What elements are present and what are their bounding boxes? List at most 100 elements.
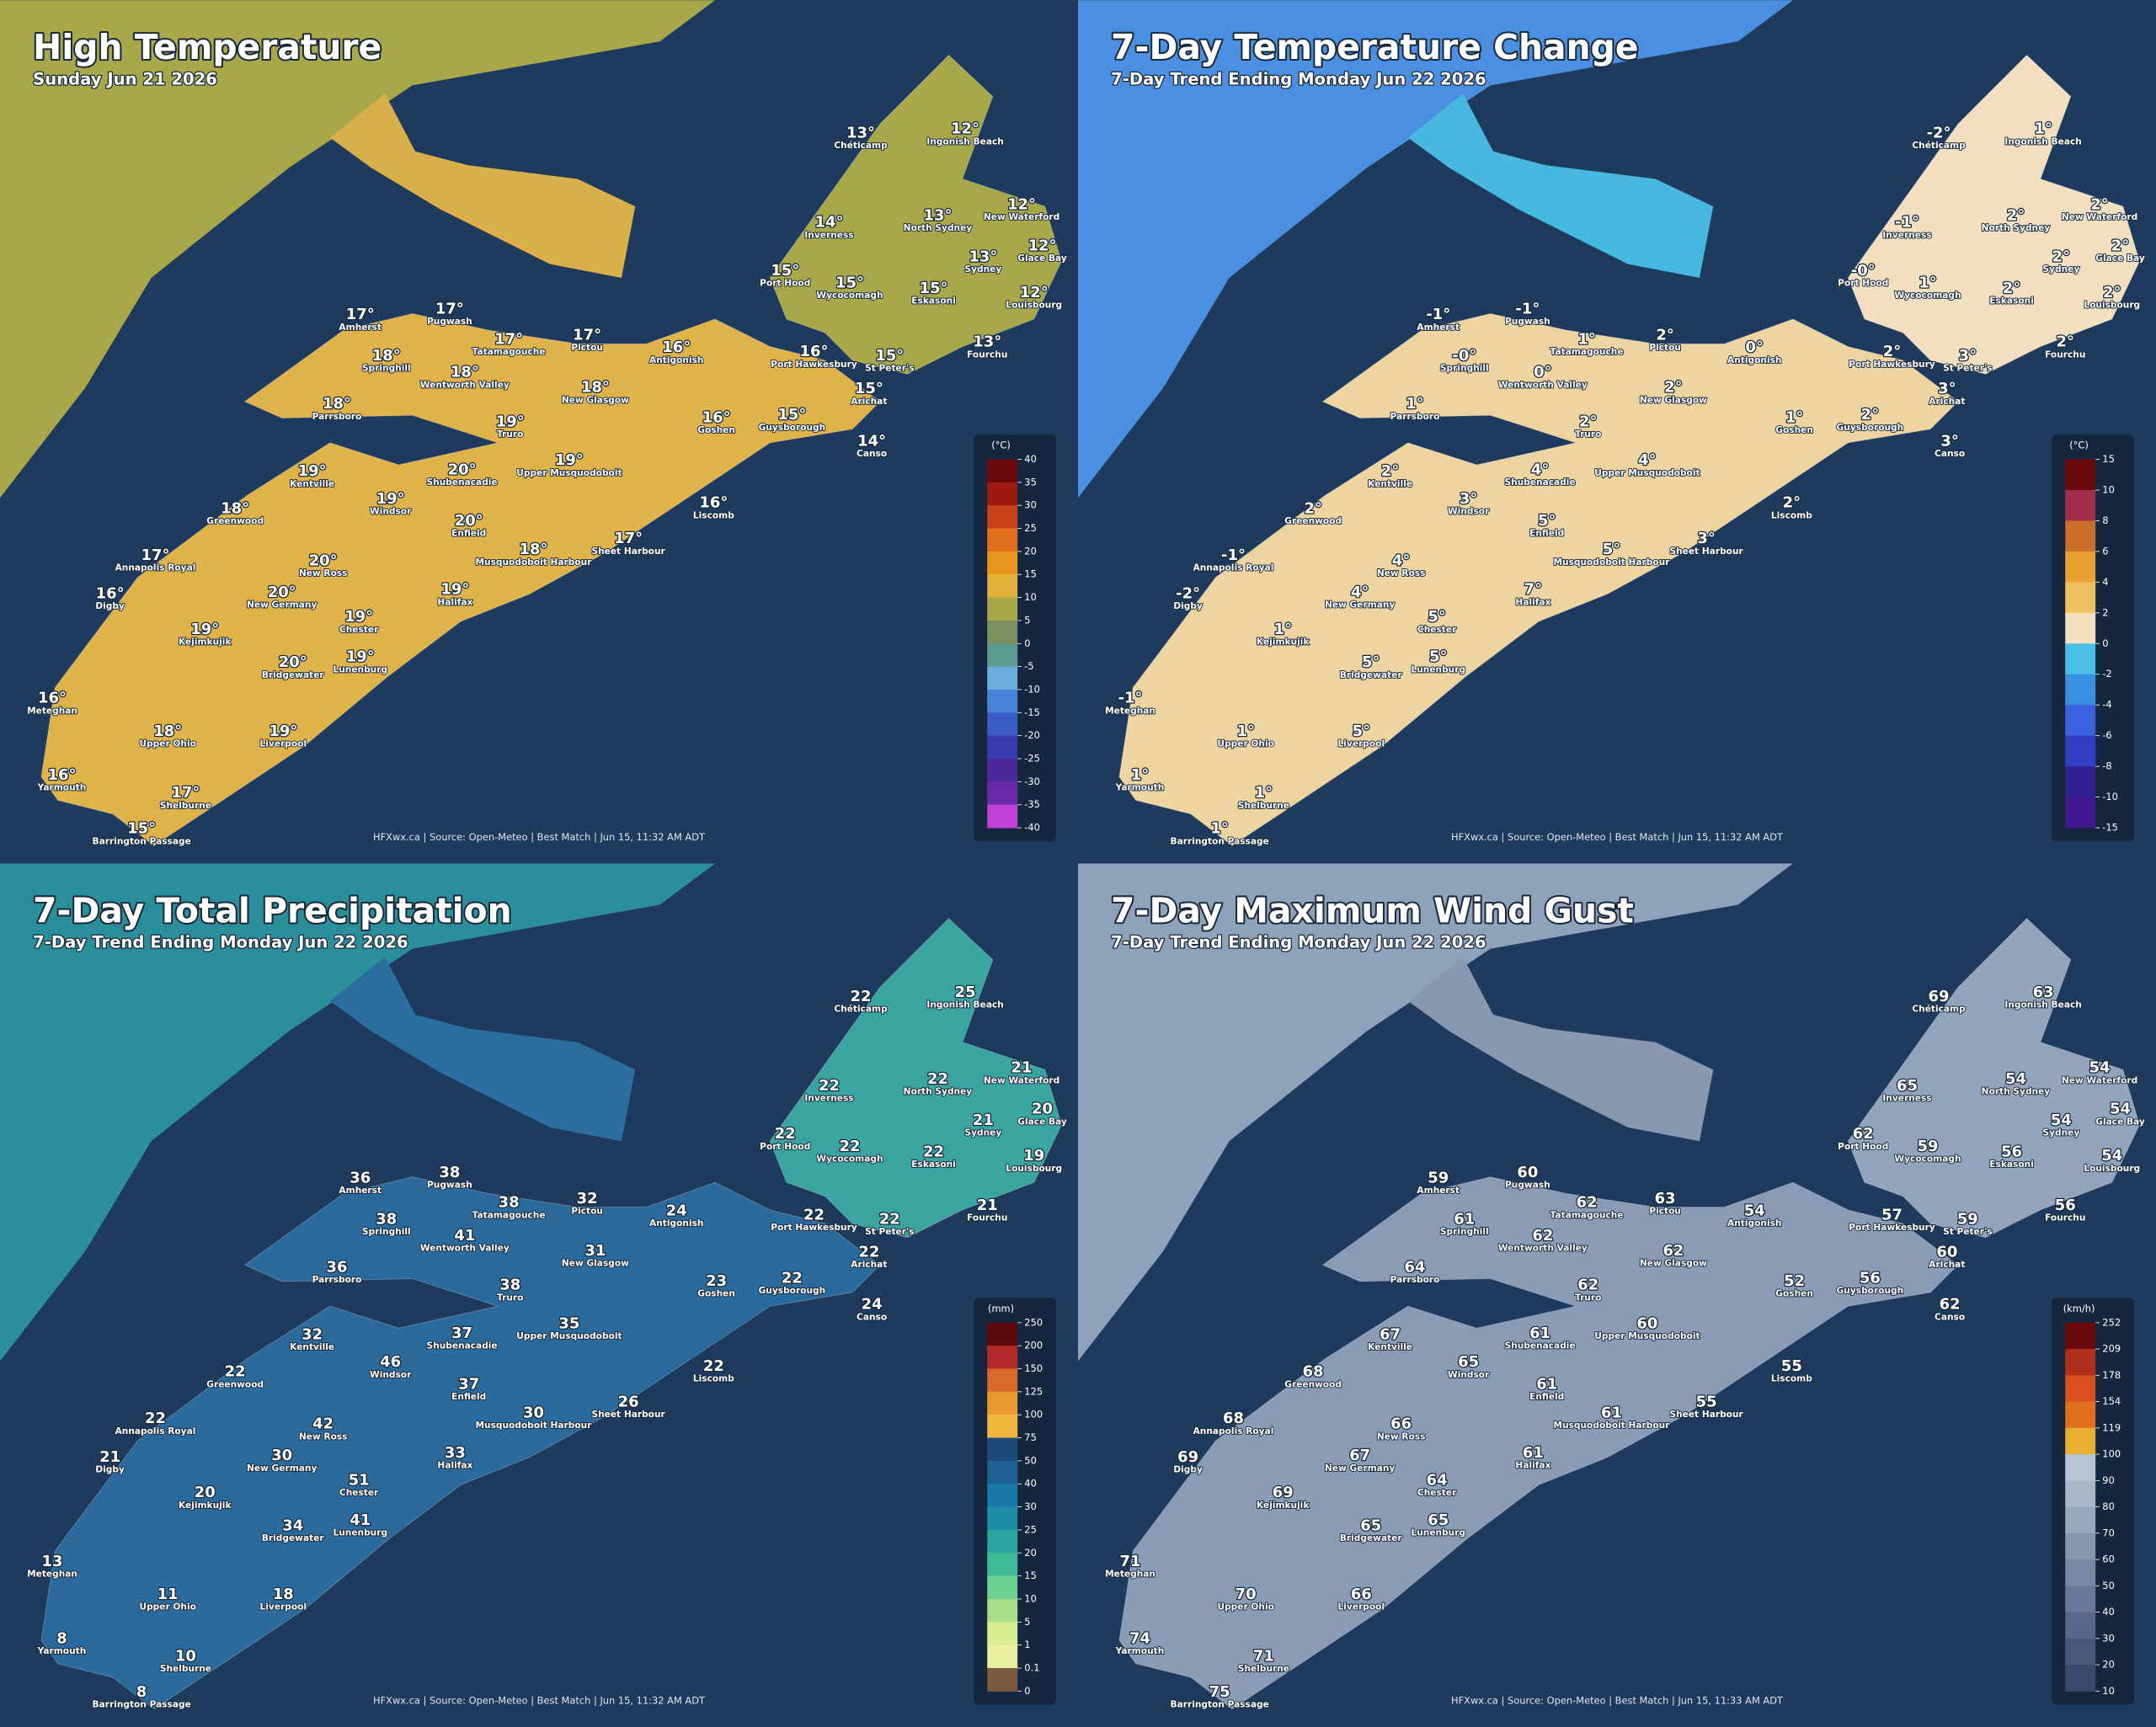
station-value: 17°	[435, 301, 464, 318]
station-value: 62	[1532, 1227, 1553, 1245]
station-name: Liscomb	[693, 509, 734, 520]
station-value: 38	[499, 1277, 520, 1294]
legend-tick-label: 100	[2102, 1448, 2121, 1460]
station-value: 62	[1577, 1194, 1598, 1212]
station-value: 22	[782, 1270, 803, 1287]
station-value: 17°	[573, 327, 601, 344]
station-value: -2°	[1176, 585, 1200, 603]
station-name: Kentville	[1368, 1341, 1412, 1352]
legend-swatch	[987, 1346, 1018, 1369]
station-value: 64	[1405, 1258, 1426, 1276]
station-value: 22	[803, 1206, 825, 1223]
land-new-brunswick	[1078, 863, 1793, 1362]
legend-swatch	[987, 666, 1018, 690]
station-name: Bridgewater	[262, 669, 325, 680]
station-name: Springhill	[362, 363, 411, 374]
station-name: Windsor	[370, 506, 412, 517]
station-value: 19°	[496, 413, 525, 430]
station-name: Canso	[857, 1311, 887, 1322]
legend-tick-label: 100	[1024, 1409, 1043, 1421]
station-value: 51	[349, 1472, 370, 1490]
station-name: Chester	[339, 1487, 379, 1498]
legend-swatch	[987, 551, 1018, 575]
legend-swatch	[987, 1460, 1018, 1484]
station-name: Meteghan	[27, 1569, 77, 1580]
station-name: Eskasoni	[1989, 296, 2034, 306]
land-nova-scotia	[40, 312, 881, 846]
station-value: 66	[1351, 1586, 1372, 1603]
station-value: 18°	[323, 395, 351, 413]
legend-tick-label: 8	[2102, 514, 2108, 526]
legend-swatch	[2065, 1349, 2096, 1376]
station-name: Port Hood	[760, 278, 810, 289]
station-value: 56	[2055, 1197, 2076, 1214]
station-value: 71	[1253, 1648, 1274, 1666]
land-pei	[1407, 957, 1714, 1142]
station-name: Port Hood	[1838, 278, 1888, 289]
station-value: 13	[42, 1553, 63, 1570]
station-name: New Ross	[299, 568, 348, 578]
station-name: New Germany	[247, 600, 317, 610]
station-value: 20°	[268, 584, 296, 601]
legend-swatch	[2065, 520, 2096, 552]
legend-swatch	[2065, 1665, 2096, 1692]
station-name: Arichat	[851, 1259, 887, 1270]
station-value: 68	[1303, 1363, 1324, 1381]
station-name: Port Hawkesbury	[1849, 359, 1935, 370]
legend-swatch	[987, 1368, 1018, 1393]
station-value: 5°	[1538, 512, 1556, 530]
station-value: 54	[2110, 1101, 2131, 1118]
station-name: Meteghan	[1105, 705, 1155, 716]
legend-swatch	[2065, 1506, 2096, 1534]
legend-swatch	[2065, 705, 2096, 737]
station-value: 15°	[875, 347, 904, 365]
station-name: Chester	[1417, 1487, 1457, 1498]
station-value: 2°	[1664, 379, 1682, 397]
station-value: 5°	[1362, 653, 1380, 671]
station-value: 15°	[835, 275, 864, 292]
station-name: Shubenacadie	[1505, 1341, 1576, 1351]
legend-swatch	[2065, 674, 2096, 706]
station-value: 13°	[924, 207, 953, 225]
station-value: 18°	[372, 347, 401, 365]
station-name: Greenwood	[206, 1378, 264, 1389]
station-name: Inverness	[1882, 1093, 1931, 1104]
station-value: 71	[1120, 1553, 1141, 1570]
station-value: 21	[1011, 1059, 1033, 1077]
station-value: 36	[350, 1169, 371, 1186]
station-name: Amherst	[1417, 322, 1460, 333]
station-value: 17°	[614, 530, 643, 547]
station-name: Glace Bay	[2095, 1116, 2145, 1127]
station-value: 19°	[376, 490, 405, 508]
legend-unit: (°C)	[2069, 440, 2089, 451]
station-name: Annapolis Royal	[1193, 1426, 1274, 1437]
legend-tick-label: 5	[1024, 614, 1030, 626]
legend-tick-label: 20	[1024, 1547, 1037, 1559]
station-name: Amherst	[339, 1185, 382, 1196]
station-value: 1°	[1785, 409, 1803, 427]
station-name: Yarmouth	[1115, 1645, 1165, 1656]
station-name: Wentworth Valley	[1498, 379, 1588, 390]
station-value: 2°	[2052, 248, 2070, 265]
station-name: Sydney	[964, 1127, 1001, 1138]
station-value: 2°	[1783, 494, 1801, 512]
station-name: Parrsboro	[312, 411, 362, 422]
panel-subtitle: Sunday Jun 21 2026	[33, 69, 217, 88]
station-value: 2°	[1656, 327, 1673, 344]
legend-tick-label: 4	[2102, 576, 2108, 588]
station-value: 74	[1129, 1629, 1150, 1647]
station-name: Eskasoni	[1989, 1159, 2034, 1170]
station-value: -0°	[1851, 262, 1876, 280]
station-value: 33	[445, 1444, 466, 1462]
legend-swatch	[2065, 1638, 2096, 1666]
station-value: 1°	[2034, 120, 2052, 138]
station-value: 22	[775, 1125, 796, 1143]
legend-tick-label: 150	[1024, 1362, 1043, 1374]
legend-swatch	[987, 712, 1018, 737]
panel-subtitle: 7-Day Trend Ending Monday Jun 22 2026	[1111, 69, 1486, 88]
station-value: 2°	[1381, 462, 1399, 480]
station-value: 62	[1940, 1296, 1961, 1314]
station-value: 2°	[2007, 207, 2025, 225]
station-name: Parrsboro	[312, 1274, 362, 1285]
